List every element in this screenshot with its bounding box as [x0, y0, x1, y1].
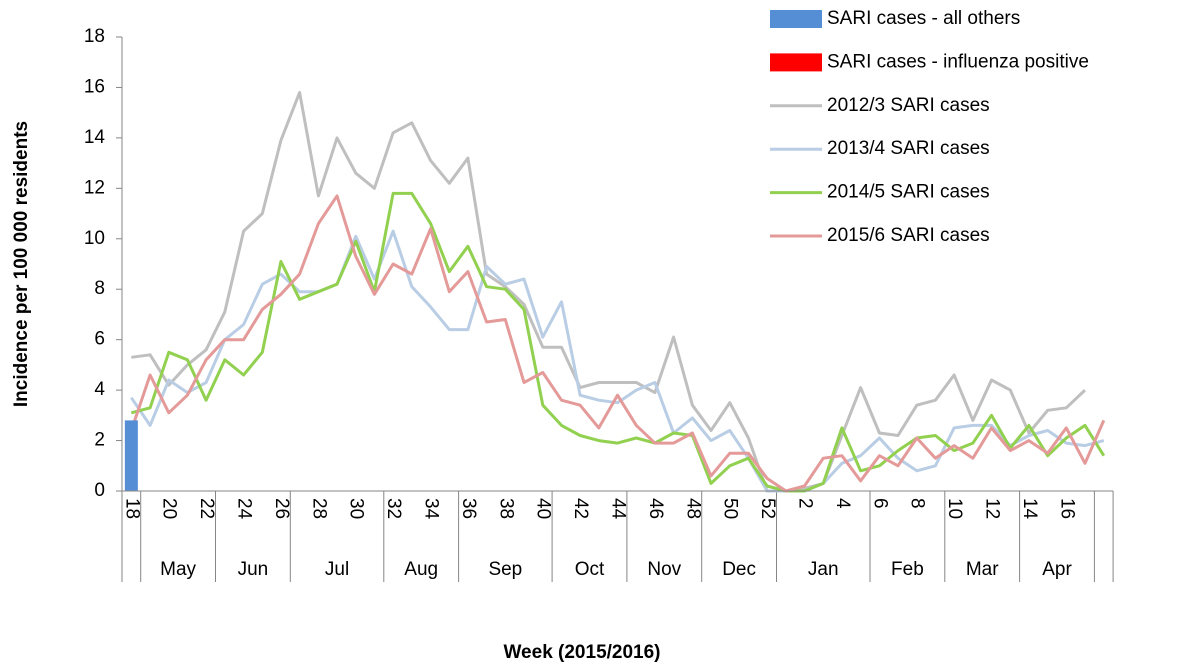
legend-label: 2012/3 SARI cases	[827, 95, 990, 116]
x-tick-label: 14	[1019, 498, 1040, 520]
y-tick-label: 2	[94, 430, 105, 451]
y-tick-label: 4	[94, 379, 105, 400]
x-tick-label: 42	[570, 498, 591, 519]
bar	[124, 420, 138, 491]
month-label: Feb	[891, 559, 924, 580]
y-tick-label: 10	[84, 228, 105, 249]
legend-label: 2015/6 SARI cases	[827, 225, 990, 246]
x-tick-label: 4	[832, 498, 853, 509]
x-tick-label: 30	[346, 498, 367, 519]
x-tick-label: 22	[196, 498, 217, 519]
month-label: Nov	[647, 559, 681, 580]
x-tick-label: 48	[682, 498, 703, 519]
legend-label: 2013/4 SARI cases	[827, 138, 990, 159]
x-tick-label: 28	[308, 498, 329, 519]
month-label: May	[160, 559, 196, 580]
x-tick-label: 20	[159, 498, 180, 519]
month-label: Aug	[404, 559, 438, 580]
x-tick-label: 2	[795, 498, 816, 509]
x-tick-label: 26	[271, 498, 292, 519]
y-tick-label: 8	[94, 278, 105, 299]
legend-label: SARI cases - all others	[827, 8, 1020, 29]
line	[130, 229, 1105, 493]
y-axis-title: Incidence per 100 000 residents	[11, 121, 32, 407]
month-label: Sep	[488, 559, 522, 580]
legend-label: 2014/5 SARI cases	[827, 182, 990, 203]
line	[129, 194, 1106, 493]
month-label: Oct	[575, 559, 605, 580]
y-tick-label: 16	[84, 76, 105, 97]
legend-swatch	[770, 10, 822, 28]
line	[130, 191, 1106, 493]
legend-swatch	[770, 53, 822, 72]
x-tick-label: 38	[495, 498, 516, 519]
month-label: Jun	[238, 559, 269, 580]
y-tick-label: 14	[84, 127, 106, 148]
x-tick-label: 32	[383, 498, 404, 519]
x-axis-title: Week (2015/2016)	[503, 642, 660, 663]
x-tick-label: 52	[757, 498, 778, 519]
y-tick-label: 6	[94, 329, 105, 350]
x-tick-label: 24	[234, 498, 255, 520]
x-tick-label: 34	[421, 498, 442, 520]
x-tick-label: 6	[869, 498, 890, 509]
x-tick-label: 8	[907, 498, 928, 509]
x-tick-label: 40	[533, 498, 554, 519]
x-tick-label: 50	[720, 498, 741, 519]
month-label: Jul	[325, 559, 349, 580]
line	[131, 91, 1087, 493]
month-label: Apr	[1042, 559, 1072, 580]
x-tick-label: 16	[1056, 498, 1077, 519]
x-tick-label: 44	[608, 498, 629, 520]
legend-label: SARI cases - influenza positive	[827, 51, 1089, 72]
month-label: Jan	[808, 559, 839, 580]
month-label: Dec	[722, 559, 756, 580]
x-tick-label: 12	[982, 498, 1003, 519]
x-tick-label: 10	[944, 498, 965, 519]
x-tick-label: 18	[121, 498, 142, 519]
y-tick-label: 12	[84, 177, 105, 198]
x-tick-label: 36	[458, 498, 479, 519]
y-tick-label: 0	[94, 480, 105, 501]
month-label: Mar	[966, 559, 999, 580]
y-tick-label: 18	[84, 26, 105, 47]
x-tick-label: 46	[645, 498, 666, 519]
